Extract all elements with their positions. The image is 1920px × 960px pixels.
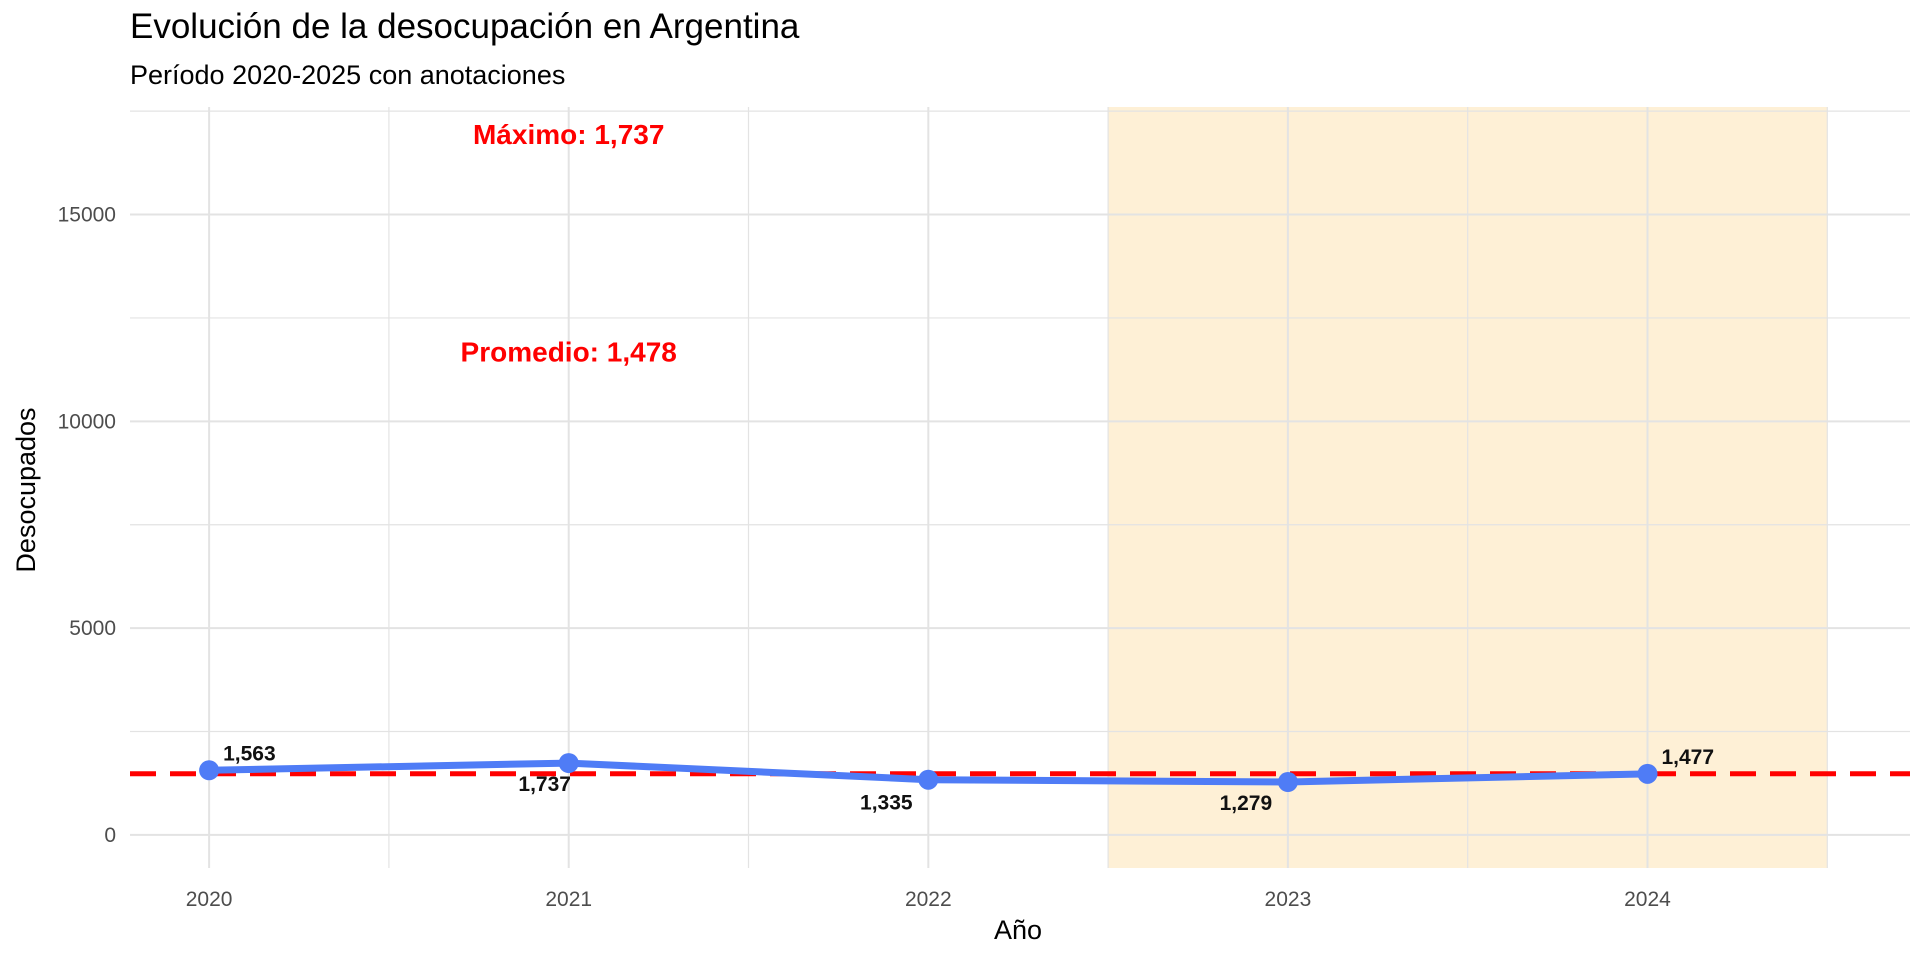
x-axis-title: Año (994, 915, 1042, 945)
x-tick-label: 2022 (905, 888, 952, 911)
data-point (918, 769, 939, 790)
x-tick-label: 2021 (545, 888, 592, 911)
x-tick-label: 2020 (186, 888, 233, 911)
data-point (558, 753, 579, 774)
y-axis-title: Desocupados (11, 407, 41, 572)
data-label: 1,279 (1220, 792, 1273, 815)
chart-subtitle: Período 2020-2025 con anotaciones (130, 60, 565, 90)
y-tick-label: 5000 (69, 617, 116, 640)
x-tick-label: 2023 (1265, 888, 1312, 911)
annotation-label: Promedio: 1,478 (461, 336, 677, 367)
data-label: 1,563 (223, 742, 276, 765)
data-label: 1,737 (518, 773, 571, 796)
y-tick-label: 0 (104, 824, 116, 847)
data-label: 1,335 (860, 792, 913, 815)
data-point (1277, 772, 1298, 793)
y-tick-label: 15000 (58, 204, 116, 227)
annotation-label: Máximo: 1,737 (473, 119, 664, 150)
y-tick-label: 10000 (58, 410, 116, 433)
x-tick-label: 2024 (1624, 888, 1671, 911)
data-point (1637, 763, 1658, 784)
chart-title: Evolución de la desocupación en Argentin… (130, 7, 800, 46)
data-point (199, 760, 220, 781)
data-label: 1,477 (1661, 746, 1714, 769)
